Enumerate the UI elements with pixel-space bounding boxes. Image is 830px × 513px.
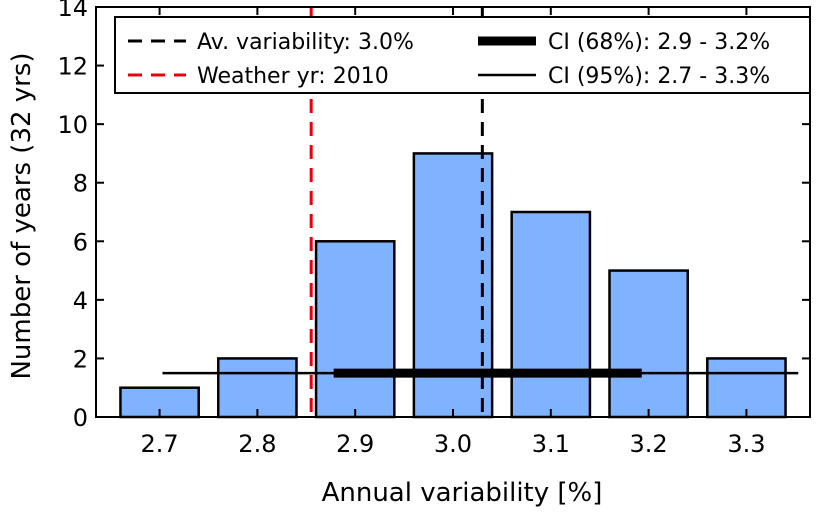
legend-label-ci-68: CI (68%): 2.9 - 3.2% xyxy=(548,30,770,55)
bar-4 xyxy=(510,210,592,419)
legend-box xyxy=(114,16,811,94)
bar-2 xyxy=(314,240,396,419)
legend-label-average: Av. variability: 3.0% xyxy=(197,30,414,55)
y-tick-label-7: 14 xyxy=(57,0,88,22)
bar-5 xyxy=(608,269,689,419)
bar-6 xyxy=(706,357,787,419)
y-tick-label-1: 2 xyxy=(73,345,88,373)
x-tick-label-3: 3.0 xyxy=(434,430,472,458)
x-tick-label-6: 3.3 xyxy=(727,430,765,458)
x-tick-label-4: 3.1 xyxy=(532,430,570,458)
legend-label-weather-year: Weather yr: 2010 xyxy=(197,64,389,89)
legend: Av. variability: 3.0% CI (68%): 2.9 - 3.… xyxy=(114,16,811,94)
ticks-layer: 0 2 4 6 8 10 12 14 2.7 2.8 2.9 3.0 3.1 3.2 3.3 xyxy=(57,0,810,458)
x-axis-title: Annual variability [%] xyxy=(322,478,603,508)
y-tick-label-0: 0 xyxy=(73,404,88,432)
x-tick-label-2: 2.9 xyxy=(336,430,374,458)
lines-layer xyxy=(162,7,799,417)
x-tick-label-0: 2.7 xyxy=(140,430,178,458)
y-tick-label-4: 8 xyxy=(73,170,88,198)
y-tick-label-3: 6 xyxy=(73,228,88,256)
x-tick-label-1: 2.8 xyxy=(238,430,276,458)
bar-1 xyxy=(217,357,298,419)
y-tick-label-2: 4 xyxy=(73,287,88,315)
legend-label-ci-95: CI (95%): 2.7 - 3.3% xyxy=(548,64,770,89)
y-tick-label-6: 12 xyxy=(57,53,88,81)
y-tick-label-5: 10 xyxy=(57,111,88,139)
x-tick-label-5: 3.2 xyxy=(630,430,668,458)
y-axis-title: Number of years (32 yrs) xyxy=(7,52,37,379)
